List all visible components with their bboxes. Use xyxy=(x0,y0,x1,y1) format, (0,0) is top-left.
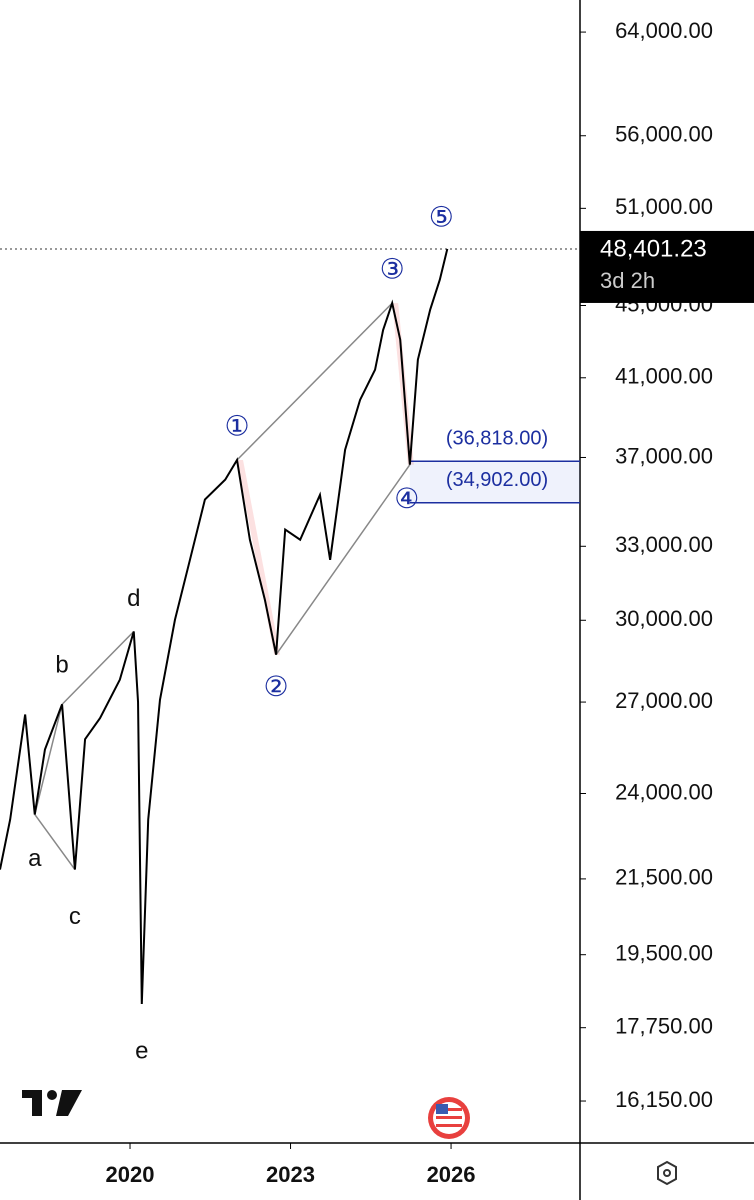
trend-line xyxy=(61,630,135,705)
y-tick-label: 19,500.00 xyxy=(615,941,713,966)
level-label: (34,902.00) xyxy=(446,469,548,491)
us-flag-icon xyxy=(428,1097,470,1139)
y-tick-label: 17,750.00 xyxy=(615,1014,713,1039)
settings-icon[interactable] xyxy=(657,1160,677,1186)
y-tick-label: 37,000.00 xyxy=(615,443,713,468)
y-tick-label: 30,000.00 xyxy=(615,606,713,631)
correction-label: e xyxy=(135,1037,148,1064)
last-price-label: 48,401.23 xyxy=(600,235,707,262)
wave-label: ④ xyxy=(394,483,419,514)
correction-label: c xyxy=(69,903,81,930)
wave-label: ⑤ xyxy=(429,201,454,232)
trend-line xyxy=(34,704,63,815)
x-tick-label: 2023 xyxy=(266,1162,315,1187)
level-label: (36,818.00) xyxy=(446,428,548,450)
y-tick-label: 21,500.00 xyxy=(615,865,713,890)
trend-line xyxy=(34,814,76,871)
settings-icon-center xyxy=(663,1169,671,1177)
trend-line xyxy=(275,464,411,656)
y-tick-label: 16,150.00 xyxy=(615,1087,713,1112)
trend-line xyxy=(236,302,393,461)
last-price-box xyxy=(580,230,754,303)
x-tick-label: 2020 xyxy=(106,1162,155,1187)
correction-label: b xyxy=(55,652,68,679)
wave-label: ① xyxy=(224,410,249,441)
y-tick-label: 56,000.00 xyxy=(615,122,713,147)
y-tick-label: 24,000.00 xyxy=(615,779,713,804)
correction-label: a xyxy=(28,845,42,872)
y-tick-label: 64,000.00 xyxy=(615,18,713,43)
tradingview-logo xyxy=(22,1090,82,1116)
wave-label: ③ xyxy=(380,253,405,284)
y-tick-label: 27,000.00 xyxy=(615,688,713,713)
y-tick-label: 51,000.00 xyxy=(615,194,713,219)
wave-label: ② xyxy=(264,671,289,702)
x-tick-label: 2026 xyxy=(427,1162,476,1187)
wave-shade xyxy=(237,459,281,655)
level-zone xyxy=(409,461,580,503)
price-line xyxy=(0,248,449,1005)
y-tick-label: 33,000.00 xyxy=(615,532,713,557)
y-tick-label: 41,000.00 xyxy=(615,364,713,389)
last-price-countdown: 3d 2h xyxy=(600,268,655,293)
correction-label: d xyxy=(127,585,140,612)
